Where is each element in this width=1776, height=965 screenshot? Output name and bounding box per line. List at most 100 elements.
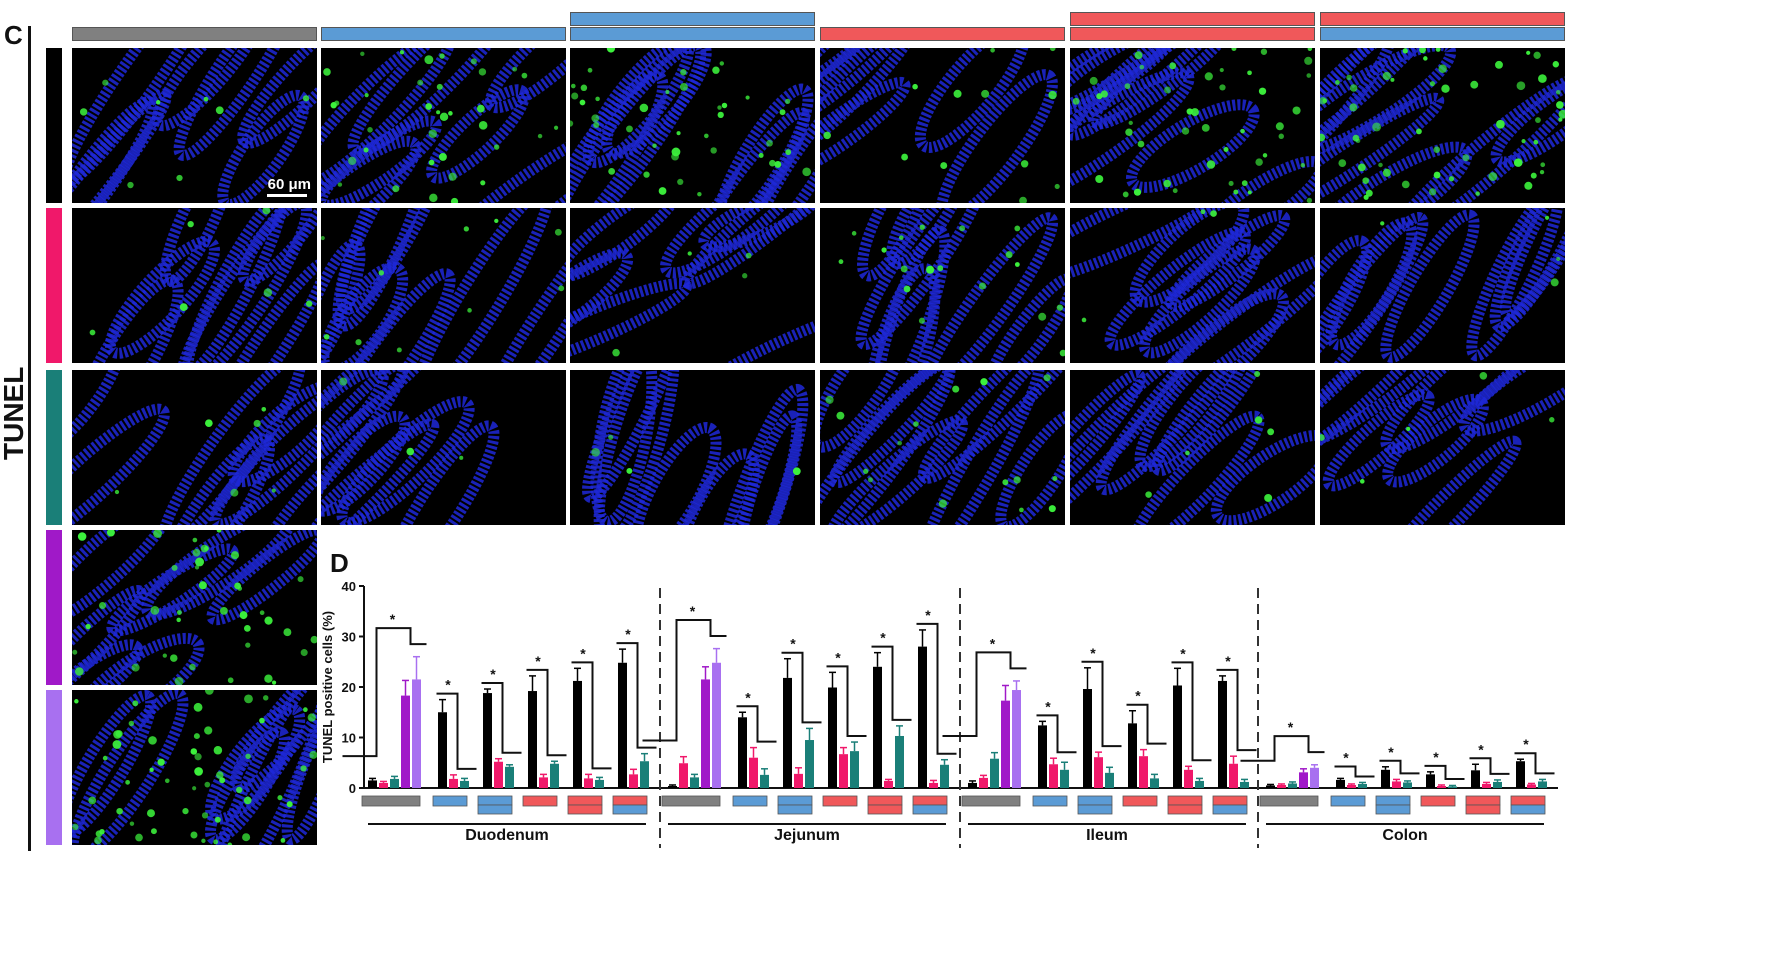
- significance-bracket: [571, 661, 612, 770]
- bar-colon-g3-s3: [1403, 782, 1412, 788]
- significance-star: *: [1388, 744, 1394, 760]
- group-key-bottom: [1510, 804, 1546, 815]
- group-key: [1032, 795, 1068, 807]
- bar-jejunum-g5-s3: [895, 735, 904, 788]
- group-key-bottom: [867, 804, 903, 815]
- group-key-top: [867, 795, 903, 806]
- bar-colon-g5-s1: [1471, 770, 1480, 788]
- significance-star: *: [445, 677, 451, 693]
- bar-ileum-g3-s2: [1094, 757, 1103, 788]
- significance-star: *: [535, 653, 541, 669]
- micrograph-r1-c5: [1070, 48, 1315, 203]
- bar-duodenum-g4-s3: [550, 763, 559, 788]
- bar-jejunum-g3-s3: [805, 740, 814, 788]
- bar-duodenum-g2-s1: [438, 712, 447, 788]
- significance-bracket: [481, 682, 522, 754]
- scale-bar-label: 60 μm: [267, 176, 311, 193]
- micrograph-r1-c6: [1320, 48, 1565, 203]
- micrograph-r2-c2: [321, 208, 566, 363]
- group-key: [1420, 795, 1456, 807]
- segment-label: Colon: [1382, 827, 1427, 844]
- panel-d-letter: D: [330, 548, 349, 578]
- group-key-bottom: [612, 804, 648, 815]
- group-key-bottom: [777, 804, 813, 815]
- group-key-bottom: [1167, 804, 1203, 815]
- segment-label: Ileum: [1086, 827, 1128, 844]
- group-key: [1122, 795, 1158, 807]
- group-key-bottom: [567, 804, 603, 815]
- bar-ileum-g1-s1: [968, 782, 977, 788]
- significance-bracket: [736, 705, 777, 743]
- bar-colon-g4-s3: [1448, 786, 1457, 788]
- group-key: [361, 795, 421, 807]
- significance-bracket: [1081, 660, 1122, 748]
- bar-jejunum-g2-s1: [738, 717, 747, 788]
- bar-colon-g1-s4: [1299, 772, 1308, 788]
- group-key-top: [777, 795, 813, 806]
- significance-bracket: [1424, 764, 1465, 780]
- scale-bar: [267, 194, 307, 197]
- significance-bracket: [1171, 661, 1212, 762]
- group-key: [1330, 795, 1366, 807]
- significance-star: *: [690, 603, 696, 619]
- bar-jejunum-g3-s1: [783, 677, 792, 788]
- bar-jejunum-g1-s4: [701, 679, 710, 788]
- micrograph-r1-c1: 60 μm: [72, 48, 317, 203]
- significance-star: *: [1045, 698, 1051, 714]
- significance-star: *: [1090, 645, 1096, 661]
- bar-colon-g5-s3: [1493, 781, 1502, 788]
- bar-jejunum-g2-s3: [760, 774, 769, 788]
- bar-colon-g6-s2: [1527, 784, 1536, 788]
- bar-colon-g5-s2: [1482, 783, 1491, 788]
- significance-bracket: [1514, 752, 1555, 775]
- bar-colon-g4-s1: [1426, 774, 1435, 788]
- significance-star: *: [1523, 736, 1529, 752]
- group-key-top: [567, 795, 603, 806]
- micrograph-r1-c2: [321, 48, 566, 203]
- significance-bracket: [642, 618, 727, 742]
- bar-duodenum-g1-s1: [368, 780, 377, 788]
- significance-bracket: [871, 645, 912, 721]
- group-key-top: [477, 795, 513, 806]
- row-color-bar-3: [46, 370, 62, 525]
- row-color-bar-2: [46, 208, 62, 363]
- bar-duodenum-g2-s3: [460, 780, 469, 788]
- bar-jejunum-g6-s3: [940, 764, 949, 788]
- bar-ileum-g5-s3: [1195, 780, 1204, 788]
- bar-duodenum-g6-s3: [640, 761, 649, 788]
- bar-duodenum-g5-s1: [573, 680, 582, 788]
- panel-c-letter: C: [4, 20, 23, 50]
- bar-ileum-g3-s3: [1105, 772, 1114, 788]
- group-key-top: [612, 795, 648, 806]
- micrograph-r2-c3: [570, 208, 815, 363]
- significance-star: *: [880, 630, 886, 646]
- y-tick-label: 40: [342, 579, 356, 594]
- bar-colon-g3-s2: [1392, 781, 1401, 788]
- significance-star: *: [1478, 741, 1484, 757]
- bar-jejunum-g4-s1: [828, 687, 837, 788]
- significance-bracket: [781, 651, 822, 724]
- bar-duodenum-g3-s2: [494, 761, 503, 788]
- tunel-side-label: TUNEL: [0, 366, 29, 460]
- significance-bracket: [1126, 703, 1167, 745]
- group-key: [661, 795, 721, 807]
- group-key-top: [1212, 795, 1248, 806]
- bar-colon-g2-s1: [1336, 779, 1345, 788]
- significance-star: *: [990, 635, 996, 651]
- bar-colon-g6-s1: [1516, 761, 1525, 788]
- significance-star: *: [390, 611, 396, 627]
- bar-jejunum-g5-s1: [873, 666, 882, 788]
- bar-ileum-g5-s2: [1184, 769, 1193, 788]
- significance-bracket: [616, 642, 657, 749]
- bar-colon-g6-s3: [1538, 781, 1547, 788]
- bar-ileum-g5-s1: [1173, 685, 1182, 788]
- bar-ileum-g4-s2: [1139, 756, 1148, 788]
- group-key-bottom: [1375, 804, 1411, 815]
- bar-jejunum-g2-s2: [749, 757, 758, 788]
- bar-duodenum-g6-s2: [629, 774, 638, 788]
- bar-jejunum-g4-s3: [850, 751, 859, 788]
- micrograph-r3-c5: [1070, 370, 1315, 525]
- significance-star: *: [580, 645, 586, 661]
- bar-ileum-g1-s2: [979, 777, 988, 788]
- bar-jejunum-g6-s1: [918, 646, 927, 788]
